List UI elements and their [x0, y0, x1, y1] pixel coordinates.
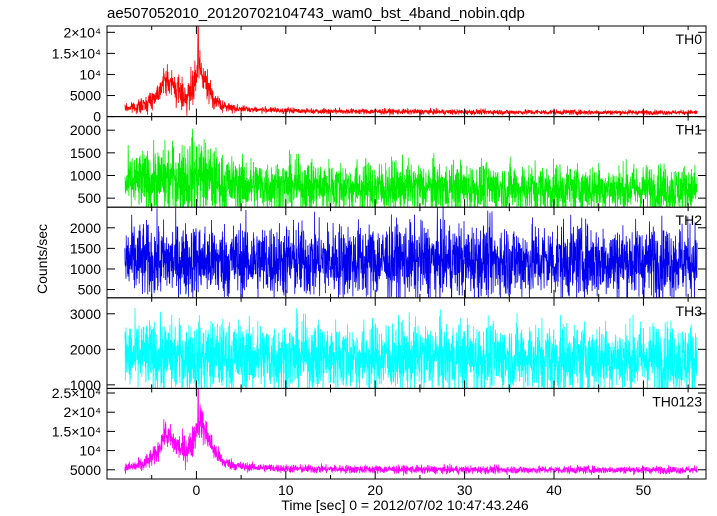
series-th2 [124, 207, 698, 298]
y-tick-label: 10⁴ [79, 443, 101, 459]
x-tick-label: 50 [636, 482, 652, 498]
y-tick-label: 1500 [70, 145, 101, 161]
y-tick-label: 1000 [70, 261, 101, 277]
x-axis-label: Time [sec] 0 = 2012/07/02 10:47:43.246 [281, 497, 529, 513]
y-tick-label: 2000 [70, 220, 101, 236]
panel-th0123: TH0123 5000 10⁴ 1.5×10⁴ 2×10⁴ 2.5×10⁴ [52, 385, 707, 480]
x-tick-label: 0 [193, 482, 201, 498]
panel-label: TH1 [676, 122, 703, 138]
panel-label: TH0123 [652, 393, 702, 409]
panel-label: TH0 [676, 31, 703, 47]
panel-th2: TH2 500 1000 1500 2000 [70, 206, 707, 299]
x-tick-label: 20 [367, 482, 383, 498]
y-axis-label: Counts/sec [34, 224, 50, 294]
chart-title: ae507052010_20120702104743_wam0_bst_4ban… [107, 5, 525, 22]
series-th0123 [124, 388, 698, 476]
y-tick-label: 0 [93, 109, 101, 125]
y-tick-label: 2×10⁴ [63, 404, 101, 420]
y-tick-label: 500 [78, 282, 102, 298]
panels: TH00500010⁴1.5×10⁴2×10⁴TH150010001500200… [52, 24, 707, 498]
series-th3 [124, 308, 698, 389]
panel-th3: TH3 1000 2000 3000 [70, 297, 707, 393]
x-tick-label: 10 [278, 482, 294, 498]
series-th0 [124, 26, 698, 117]
y-tick-label: 1.5×10⁴ [52, 423, 101, 439]
y-tick-label: 2.5×10⁴ [52, 385, 101, 401]
y-tick-label: 2×10⁴ [63, 24, 101, 40]
y-tick-label: 10⁴ [79, 66, 101, 82]
y-tick-label: 500 [78, 190, 102, 206]
y-tick-label: 2000 [70, 122, 101, 138]
series-th1 [124, 128, 698, 208]
y-tick-label: 3000 [70, 306, 101, 322]
panel-frame [106, 387, 707, 480]
y-tick-label: 5000 [70, 88, 101, 104]
y-tick-label: 5000 [70, 462, 101, 478]
y-tick-label: 2000 [70, 341, 101, 357]
x-tick-label: 30 [457, 482, 473, 498]
y-tick-label: 1500 [70, 240, 101, 256]
panel-label: TH2 [676, 212, 703, 228]
panel-th0: TH0 0 5000 10⁴ 1.5×10⁴ 2×10⁴ [52, 24, 707, 125]
y-tick-label: 1000 [70, 167, 101, 183]
panel-label: TH3 [676, 303, 703, 319]
y-tick-label: 1000 [70, 377, 101, 393]
panel-th1: TH1 500 1000 1500 2000 [70, 116, 707, 208]
x-tick-label: 40 [546, 482, 562, 498]
y-tick-label: 1.5×10⁴ [52, 45, 101, 61]
